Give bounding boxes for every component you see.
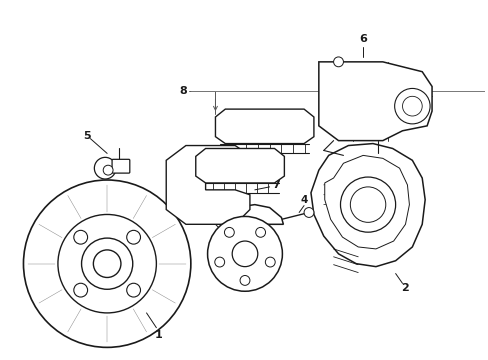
Polygon shape bbox=[324, 156, 408, 249]
Text: 1: 1 bbox=[154, 329, 162, 339]
Polygon shape bbox=[195, 148, 284, 183]
Circle shape bbox=[214, 257, 224, 267]
Polygon shape bbox=[166, 145, 249, 224]
Text: 8: 8 bbox=[179, 86, 186, 96]
Circle shape bbox=[265, 257, 275, 267]
Circle shape bbox=[93, 250, 121, 278]
Polygon shape bbox=[318, 62, 431, 141]
Circle shape bbox=[232, 241, 257, 267]
Circle shape bbox=[58, 215, 156, 313]
Circle shape bbox=[304, 208, 313, 217]
Circle shape bbox=[340, 177, 395, 232]
Circle shape bbox=[103, 165, 113, 175]
Circle shape bbox=[94, 157, 116, 179]
Text: 5: 5 bbox=[83, 131, 91, 141]
Circle shape bbox=[74, 283, 87, 297]
Circle shape bbox=[74, 230, 87, 244]
Text: 3: 3 bbox=[206, 216, 214, 226]
Circle shape bbox=[255, 228, 265, 237]
FancyBboxPatch shape bbox=[112, 159, 129, 173]
Text: 4: 4 bbox=[300, 195, 307, 205]
Circle shape bbox=[240, 275, 249, 285]
Circle shape bbox=[394, 89, 429, 124]
Text: 2: 2 bbox=[401, 283, 408, 293]
Circle shape bbox=[349, 187, 385, 222]
Circle shape bbox=[126, 283, 140, 297]
Circle shape bbox=[207, 216, 282, 291]
Circle shape bbox=[23, 180, 190, 347]
Circle shape bbox=[333, 57, 343, 67]
Circle shape bbox=[402, 96, 421, 116]
Circle shape bbox=[126, 230, 140, 244]
Polygon shape bbox=[220, 204, 283, 224]
Polygon shape bbox=[310, 144, 424, 267]
Text: 7: 7 bbox=[272, 180, 280, 190]
Polygon shape bbox=[215, 109, 313, 144]
Circle shape bbox=[224, 228, 234, 237]
Circle shape bbox=[81, 238, 132, 289]
Text: 6: 6 bbox=[359, 34, 366, 44]
